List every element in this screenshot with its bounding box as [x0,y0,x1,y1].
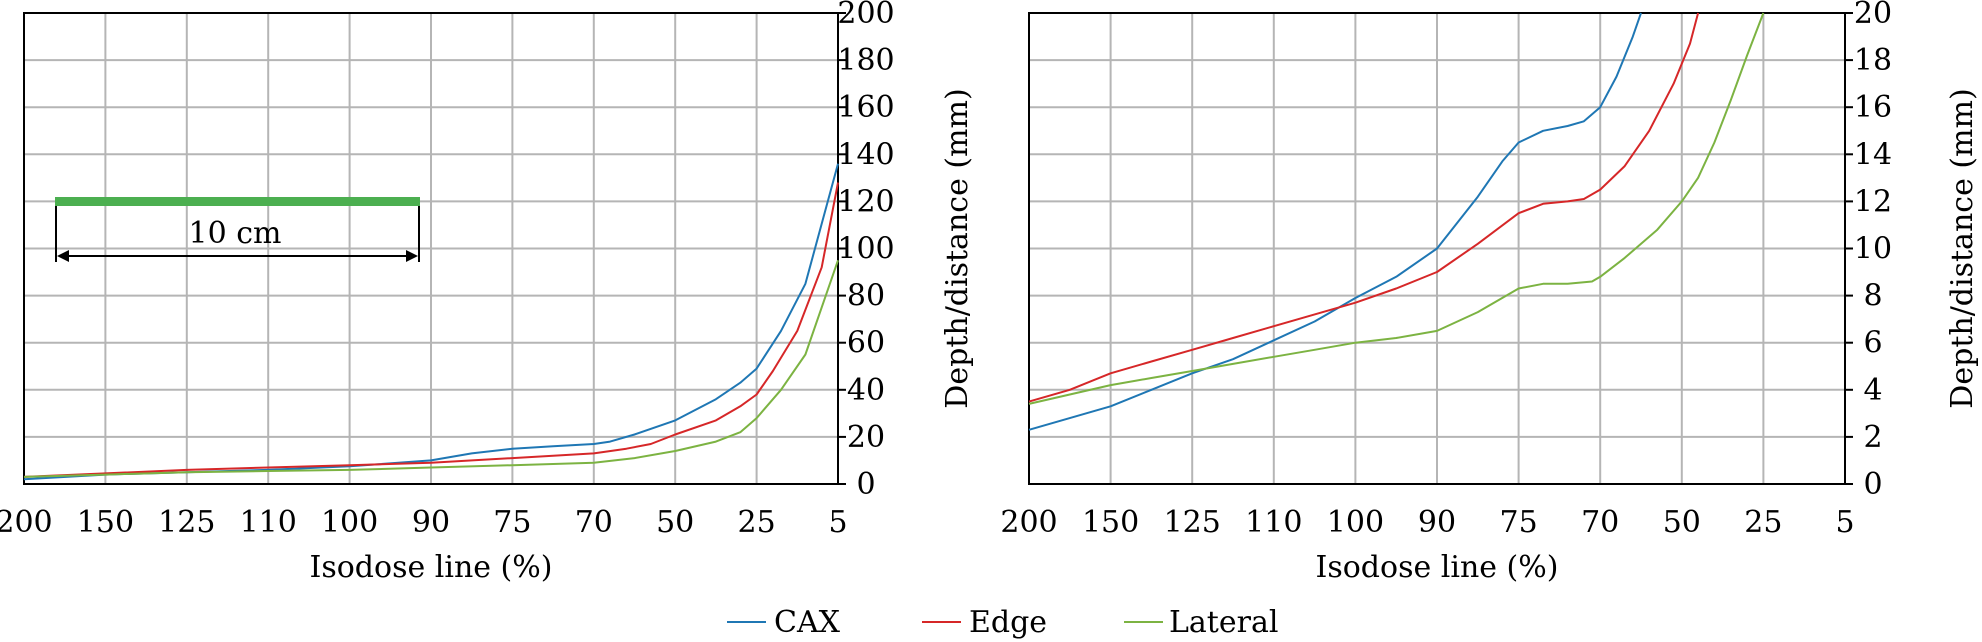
y-tick-label: 16 [1854,90,1892,125]
scale-label: 10 cm [189,216,282,251]
x-tick-label: 150 [77,505,134,540]
left-chart: 0 20 40 60 80 100 120 140 160 180 200 200 150 125 110 1… [0,0,975,585]
series-line-cax [1028,12,1642,431]
y-tick-label: 120 [837,184,894,219]
scale-bar [55,197,420,206]
y-tick-label: 0 [856,467,875,502]
dimension-arrow-left [57,250,69,262]
x-tick-label: 70 [575,505,613,540]
legend-item-cax: CAX [727,605,841,640]
gridlines [23,12,839,485]
y-axis-title: Depth/distance (mm) [1945,88,1980,408]
legend-item-lateral: Lateral [1124,605,1278,640]
series-line-edge [23,182,839,478]
x-tick-label: 110 [240,505,297,540]
series-line-lateral [1028,12,1765,405]
y-tick-label: 160 [837,90,894,125]
x-tick-label: 75 [1500,505,1538,540]
right-chart: 0 2 4 6 8 10 12 14 16 18 20 200 150 125 110 100 90 75 70 50… [1000,0,1980,585]
y-axis-title: Depth/distance (mm) [940,88,975,408]
y-tick-label: 2 [1863,420,1882,455]
y-tick-label: 8 [1863,279,1882,314]
x-tick-label: 90 [412,505,450,540]
series-line-lateral [23,259,839,478]
y-tick-label: 18 [1854,43,1892,78]
y-tick-label: 14 [1854,137,1892,172]
x-axis-title: Isodose line (%) [310,550,553,585]
x-tick-label: 200 [0,505,53,540]
series-line-edge [1028,12,1700,403]
x-tick-label: 50 [656,505,694,540]
legend-item-edge: Edge [922,605,1047,640]
y-tick-label: 180 [837,43,894,78]
x-tick-label: 50 [1663,505,1701,540]
series-line-cax [23,163,839,481]
y-tick-label: 4 [1863,373,1882,408]
x-tick-label: 75 [493,505,531,540]
y-tick-label: 20 [847,420,885,455]
y-tick-label: 140 [837,137,894,172]
legend-label-cax: CAX [774,605,841,640]
scale-annotation: 10 cm [55,197,420,262]
y-tick-label: 60 [847,326,885,361]
legend: CAX Edge Lateral [727,605,1278,640]
x-tick-label: 5 [1835,505,1854,540]
x-tick-label: 5 [828,505,847,540]
y-tick-label: 100 [837,232,894,267]
y-tick-label: 0 [1863,467,1882,502]
y-tick-label: 20 [1854,0,1892,31]
legend-label-edge: Edge [969,605,1047,640]
x-tick-label: 90 [1418,505,1456,540]
x-tick-label: 100 [321,505,378,540]
x-tick-label: 100 [1327,505,1384,540]
y-tick-label: 40 [847,373,885,408]
x-axis-title: Isodose line (%) [1316,550,1559,585]
y-tick-label: 200 [837,0,894,31]
x-tick-label: 125 [158,505,215,540]
legend-label-lateral: Lateral [1169,605,1278,640]
x-tick-label: 125 [1164,505,1221,540]
y-tick-label: 6 [1863,326,1882,361]
dimension-arrow-right [406,250,418,262]
x-tick-label: 70 [1581,505,1619,540]
x-tick-label: 200 [1000,505,1057,540]
x-tick-label: 110 [1245,505,1302,540]
x-tick-label: 25 [1744,505,1782,540]
x-tick-label: 25 [738,505,776,540]
y-tick-label: 10 [1854,232,1892,267]
x-tick-label: 150 [1082,505,1139,540]
y-tick-label: 12 [1854,184,1892,219]
y-tick-label: 80 [847,279,885,314]
